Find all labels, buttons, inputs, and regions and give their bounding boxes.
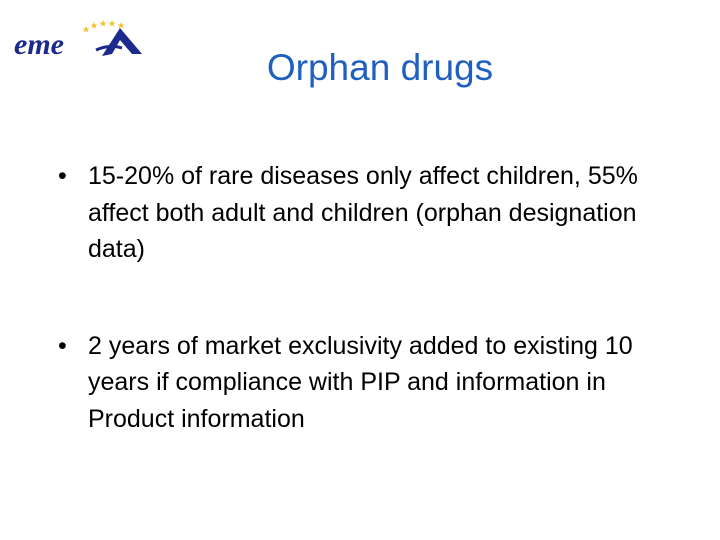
logo-stars (82, 20, 125, 33)
bullet-dot-icon: • (58, 331, 67, 360)
bullet-dot-icon: • (58, 162, 67, 190)
bullet-item: • 2 years of market exclusivity added to… (58, 328, 688, 438)
logo-wordmark: eme (14, 28, 64, 61)
emea-logo-graphic: eme (14, 20, 142, 61)
bullet-list: • 15-20% of rare diseases only affect ch… (58, 158, 688, 437)
bullet-text: 2 years of market exclusivity added to e… (88, 331, 633, 433)
bullet-text: 15-20% of rare diseases only affect chil… (88, 162, 638, 263)
bullet-item: • 15-20% of rare diseases only affect ch… (58, 158, 688, 268)
slide-title: Orphan drugs (266, 47, 494, 88)
emea-logo-icon: eme (10, 14, 150, 66)
logo-swoosh (95, 44, 123, 52)
logo-a-mark (102, 28, 142, 56)
